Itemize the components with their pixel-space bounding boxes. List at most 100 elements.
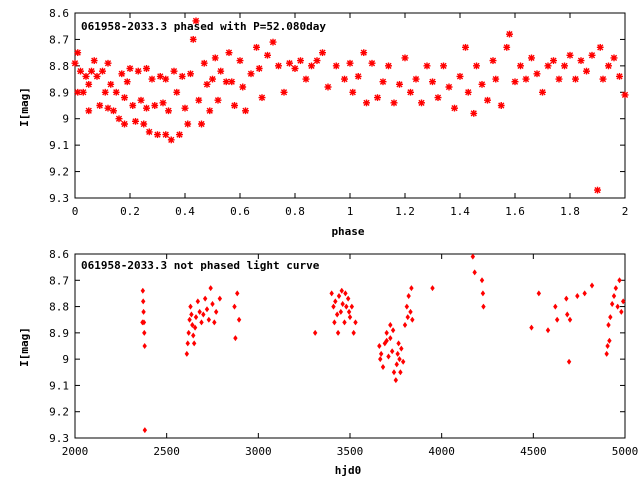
data-point [617,277,622,284]
x-tick-label: 0.2 [120,205,140,218]
data-point [93,72,101,80]
data-point [338,308,344,315]
data-point [334,311,340,318]
x-tick-label: 1 [347,205,354,218]
data-point [397,356,402,363]
data-point [193,314,199,321]
data-point [214,96,222,104]
y-tick-label: 9 [62,113,69,126]
data-point [377,343,382,349]
data-point [418,99,425,107]
data-point [88,67,95,75]
y-tick-label: 8.9 [49,327,69,340]
data-point [583,67,590,75]
data-point [621,91,629,99]
data-point [217,295,223,302]
x-axis-label: phase [331,225,364,238]
data-point [470,109,478,117]
data-point [115,115,123,123]
data-point [349,303,355,310]
data-point [589,282,595,289]
data-point [104,59,112,67]
data-point [253,43,260,51]
data-point [423,62,431,70]
y-tick-label: 8.9 [49,86,69,99]
data-point [380,364,386,371]
data-point [407,88,414,96]
data-point [406,293,411,300]
data-point [181,104,189,112]
data-point [217,67,225,75]
data-point [189,35,197,43]
data-point [480,290,486,297]
data-point [185,340,190,347]
y-axis-label: I[mag] [18,87,31,127]
data-point [616,72,623,80]
data-point [536,290,542,297]
data-point [553,303,558,310]
y-tick-label: 9.3 [49,192,69,205]
data-point [566,51,574,59]
data-point [408,308,413,315]
data-point [395,350,400,357]
data-point [140,287,146,294]
data-point [565,311,570,318]
data-point [368,59,376,67]
x-axis-ticks: 0 0.2 0.4 0.6 0.8 1 1.2 1.4 1.6 1.8 2 [72,13,629,218]
data-point [410,316,415,323]
data-point [363,99,370,107]
data-point [388,335,393,342]
data-point [141,298,146,305]
data-point [291,65,299,72]
data-point [140,120,148,128]
data-point [170,67,178,75]
data-point [208,285,213,292]
data-point [206,316,212,323]
data-point [572,75,579,83]
data-point [213,308,219,315]
data-point [539,88,546,96]
y-tick-label: 8.7 [49,33,69,46]
data-point [464,88,472,96]
data-point [165,107,172,115]
data-point [484,96,491,104]
data-point [143,104,150,112]
x-tick-label: 2 [622,205,629,218]
y-axis-ticks: 8.6 8.7 8.8 8.9 9 9.1 9.2 9.3 [49,248,625,445]
data-point [154,131,161,139]
data-point [312,329,318,336]
data-point [232,303,237,310]
data-point [473,62,480,70]
data-point [191,332,196,339]
x-tick-label: 3000 [245,445,272,458]
data-point [188,303,193,310]
data-point [550,57,557,65]
chart-title: 061958-2033.3 phased with P=52.080day [81,20,326,33]
data-point [503,43,511,51]
data-point [522,75,530,83]
data-point [379,78,387,86]
data-point [349,88,357,96]
data-points [71,17,629,194]
data-point [342,319,347,326]
plot-frame [74,253,626,439]
data-point [236,57,244,65]
data-point [286,59,293,67]
data-point [399,345,404,352]
data-point [203,80,211,88]
x-tick-label: 0 [72,205,79,218]
x-tick-label: 4000 [428,445,455,458]
data-point [176,131,183,139]
data-point [329,290,334,297]
data-point [186,329,191,336]
data-point [148,75,156,83]
data-point [440,62,447,70]
data-point [582,290,587,297]
data-point [74,49,82,57]
data-point [258,94,266,102]
data-point [339,287,344,294]
data-point [412,75,420,83]
data-point [384,329,389,336]
data-point [451,104,458,112]
